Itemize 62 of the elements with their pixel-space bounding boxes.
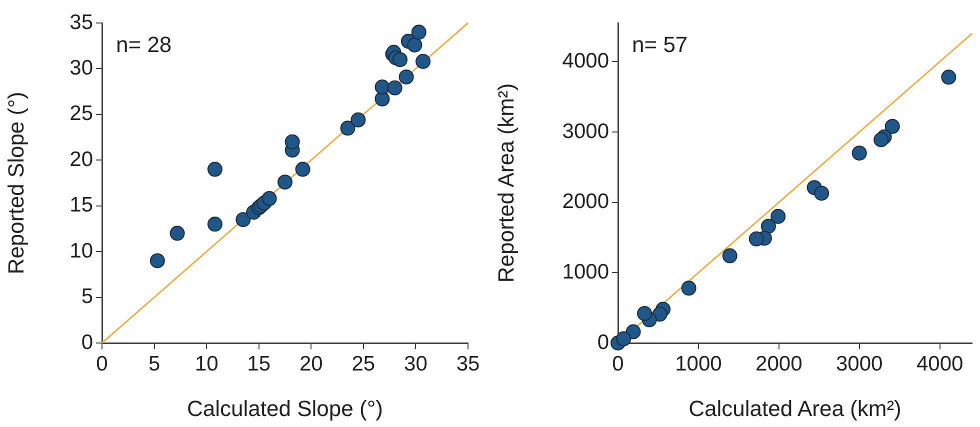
point — [416, 54, 431, 69]
point — [398, 69, 414, 84]
point — [760, 218, 776, 234]
x-axis-title: Calculated Area (km²) — [688, 396, 902, 421]
x-tick-label: 30 — [404, 352, 428, 376]
point — [681, 280, 696, 296]
point — [814, 186, 830, 201]
point — [262, 191, 277, 206]
point — [387, 80, 402, 96]
point — [770, 208, 786, 224]
y-tick-label: 30 — [70, 56, 93, 80]
y-tick-label: 4000 — [562, 49, 609, 72]
point — [637, 306, 652, 321]
point — [236, 212, 251, 228]
point — [295, 162, 310, 177]
point — [748, 231, 764, 246]
point — [340, 120, 356, 136]
point — [407, 37, 422, 52]
x-tick-label: 10 — [194, 352, 218, 376]
y-tick-label: 10 — [70, 239, 93, 262]
point — [170, 226, 185, 241]
point — [392, 52, 408, 68]
x-tick-label: 3000 — [836, 352, 883, 376]
point — [350, 112, 366, 128]
point — [884, 118, 900, 134]
y-axis-title: Reported Slope (°) — [3, 92, 28, 274]
y-tick-label: 0 — [81, 330, 93, 354]
y-tick-label: 20 — [70, 148, 93, 171]
point — [374, 80, 390, 94]
point — [411, 24, 426, 40]
point — [722, 248, 738, 264]
x-tick-label: 0 — [96, 352, 108, 376]
y-axis-title: Reported Area (km²) — [493, 83, 518, 283]
y-tick-label: 0 — [597, 330, 609, 354]
x-tick-label: 5 — [148, 352, 160, 376]
x-tick-label: 1000 — [675, 352, 722, 376]
point — [284, 134, 300, 150]
x-tick-label: 35 — [456, 352, 480, 376]
point — [150, 253, 165, 268]
point — [278, 174, 292, 190]
point — [207, 216, 222, 232]
y-tick-label: 5 — [81, 285, 93, 308]
x-tick-label: 2000 — [756, 352, 802, 376]
x-tick-label: 4000 — [916, 352, 964, 376]
x-tick-label: 20 — [299, 352, 323, 376]
point — [941, 70, 956, 85]
x-tick-label: 25 — [352, 352, 376, 376]
y-tick-label: 3000 — [562, 120, 609, 143]
y-tick-label: 2000 — [562, 190, 609, 214]
y-tick-label: 25 — [70, 102, 93, 126]
y-tick-label: 35 — [70, 10, 93, 34]
point — [616, 331, 632, 346]
point — [207, 162, 222, 177]
annotation: n= 28 — [116, 32, 172, 58]
y-tick-label: 15 — [70, 194, 93, 217]
annotation: n= 57 — [632, 32, 688, 58]
y-tick-label: 1000 — [562, 260, 609, 284]
point — [852, 146, 867, 161]
x-tick-label: 15 — [247, 352, 271, 376]
x-axis-title: Calculated Slope (°) — [187, 396, 383, 421]
point — [874, 132, 889, 148]
x-tick-label: 0 — [612, 352, 624, 376]
